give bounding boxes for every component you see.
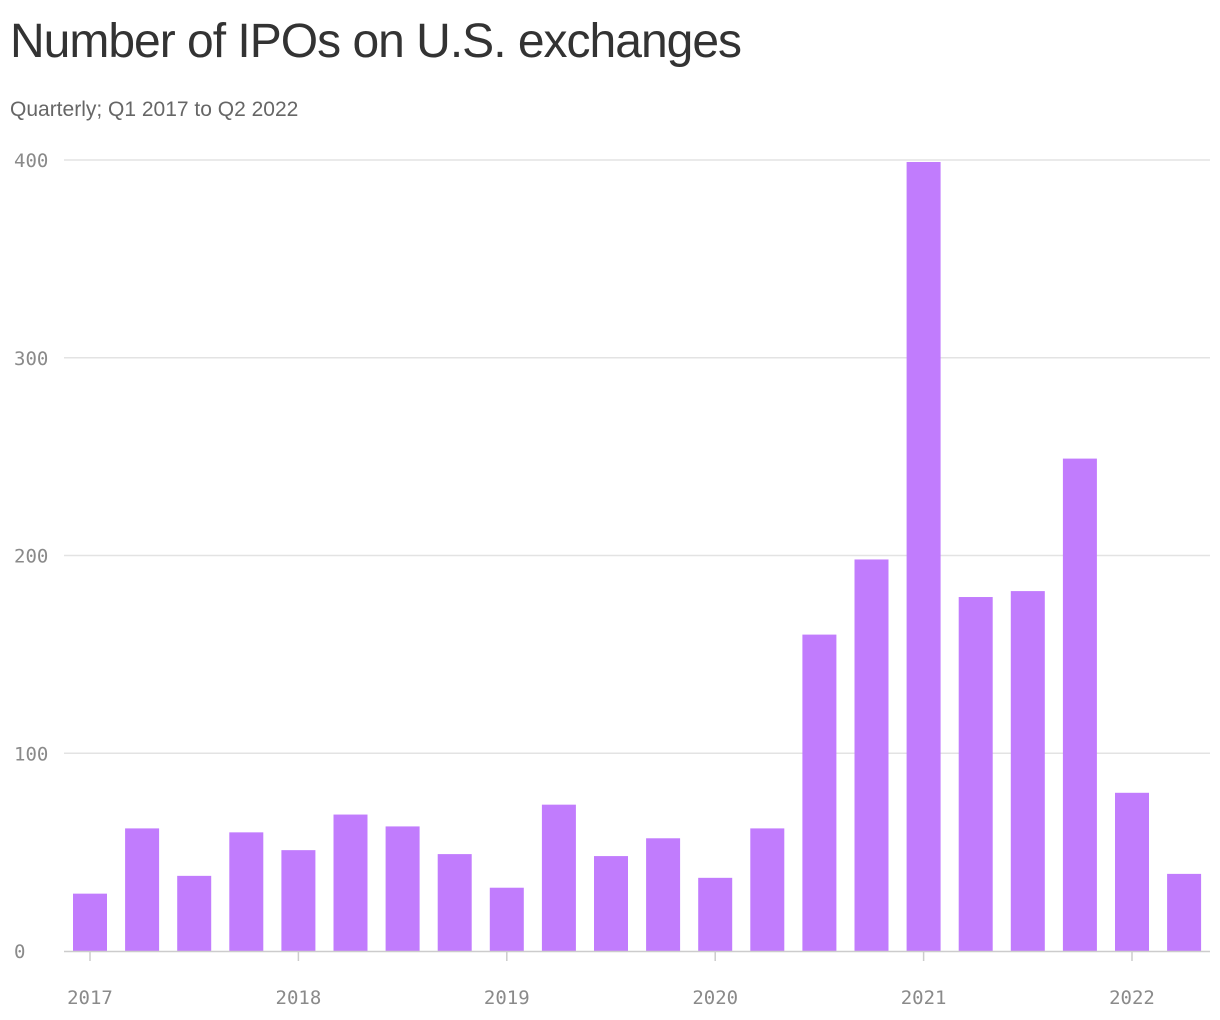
x-tick-label: 2020	[692, 987, 738, 1009]
bar	[229, 832, 264, 951]
bar	[594, 856, 628, 951]
bars	[73, 161, 1202, 952]
bar	[698, 877, 733, 951]
bar	[281, 850, 316, 951]
y-tick-label: 200	[14, 546, 48, 568]
bar	[854, 559, 889, 951]
x-axis	[64, 950, 1210, 961]
bar	[906, 161, 941, 952]
bar	[541, 804, 576, 951]
bar	[1115, 792, 1149, 951]
bar	[333, 814, 368, 951]
bar	[750, 828, 785, 951]
bar	[1010, 591, 1045, 951]
bar	[802, 634, 837, 951]
tick-labels: 0 100 200 300 400 2017 2018 2019 2020 2021 2022	[14, 150, 1155, 1009]
bar	[958, 597, 993, 951]
x-tick-label: 2019	[484, 987, 530, 1009]
y-tick-label: 300	[14, 348, 48, 370]
bar	[73, 893, 107, 951]
x-tick-label: 2022	[1109, 987, 1155, 1009]
bar	[1167, 873, 1202, 951]
x-tick-label: 2017	[67, 987, 113, 1009]
chart-title: Number of IPOs on U.S. exchanges	[10, 15, 742, 68]
x-tick-label: 2021	[901, 987, 947, 1009]
bar	[177, 875, 212, 951]
bar	[646, 838, 681, 951]
y-tick-label: 400	[14, 150, 48, 172]
bar	[437, 854, 472, 951]
bar	[1062, 458, 1097, 951]
bar	[385, 826, 420, 951]
bar	[125, 828, 160, 951]
x-tick-label: 2018	[276, 987, 322, 1009]
bar	[489, 887, 524, 951]
y-tick-label: 0	[14, 941, 25, 963]
y-tick-label: 100	[14, 743, 48, 765]
chart-subtitle: Quarterly; Q1 2017 to Q2 2022	[10, 98, 299, 121]
